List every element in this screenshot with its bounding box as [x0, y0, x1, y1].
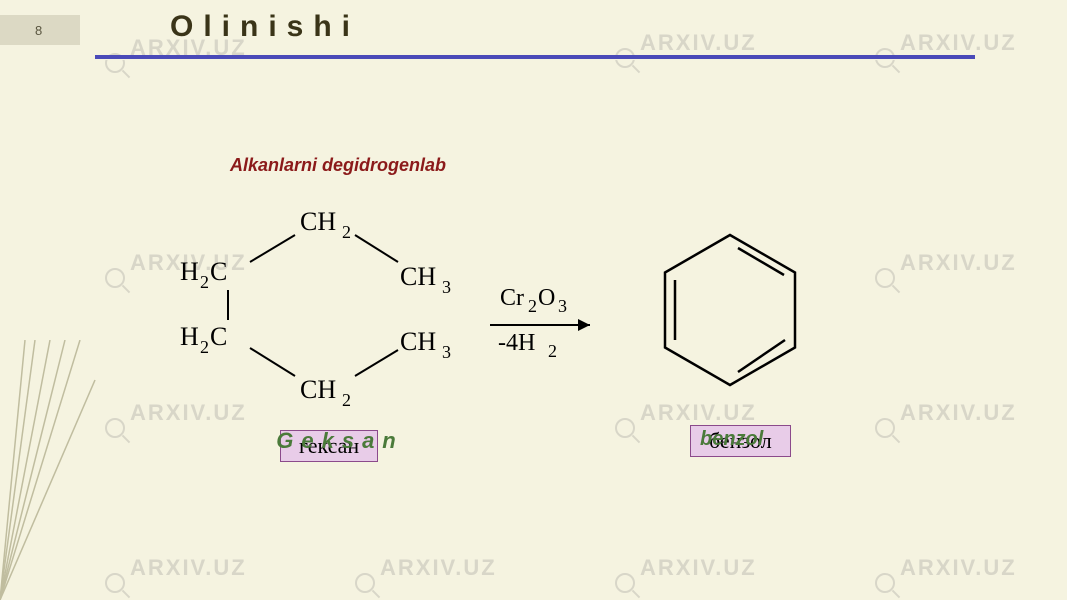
- svg-text:2: 2: [200, 272, 209, 292]
- svg-text:CH: CH: [400, 262, 436, 291]
- svg-text:H: H: [180, 322, 199, 351]
- page-title: Olinishi: [170, 10, 360, 44]
- watermark: ARXIV.UZ: [640, 30, 757, 56]
- svg-text:CH: CH: [400, 327, 436, 356]
- hexane-green-text: Geksan: [276, 428, 404, 453]
- watermark: ARXIV.UZ: [900, 30, 1017, 56]
- benzene-green-label: benzol: [700, 428, 763, 451]
- svg-text:3: 3: [442, 277, 451, 297]
- page-number: 8: [0, 15, 80, 45]
- watermark: ARXIV.UZ: [900, 555, 1017, 581]
- svg-text:C: C: [210, 257, 227, 286]
- svg-text:2: 2: [342, 390, 351, 410]
- svg-text:O: O: [538, 285, 555, 311]
- svg-text:H: H: [180, 257, 199, 286]
- hexane-green-label: Geksan: [270, 428, 410, 454]
- decorative-lines: [0, 340, 120, 600]
- svg-text:CH: CH: [300, 375, 336, 404]
- svg-text:3: 3: [442, 342, 451, 362]
- watermark: ARXIV.UZ: [640, 555, 757, 581]
- reaction-diagram: CH 2 H 2 C CH 3 H 2 C CH 3 CH 2 Cr 2 O 3…: [150, 200, 930, 460]
- svg-text:3: 3: [558, 296, 567, 316]
- svg-text:-4H: -4H: [498, 330, 535, 356]
- watermark: ARXIV.UZ: [130, 555, 247, 581]
- svg-text:2: 2: [548, 341, 557, 361]
- svg-text:Cr: Cr: [500, 285, 524, 311]
- benzene-green-text: benzol: [700, 428, 763, 450]
- page-number-text: 8: [35, 23, 42, 38]
- svg-text:2: 2: [342, 222, 351, 242]
- svg-text:C: C: [210, 322, 227, 351]
- watermark: ARXIV.UZ: [380, 555, 497, 581]
- svg-text:2: 2: [528, 296, 537, 316]
- subtitle: Alkanlarni degidrogenlab: [230, 155, 446, 176]
- svg-text:2: 2: [200, 337, 209, 357]
- title-underline: [95, 55, 975, 60]
- svg-text:CH: CH: [300, 207, 336, 236]
